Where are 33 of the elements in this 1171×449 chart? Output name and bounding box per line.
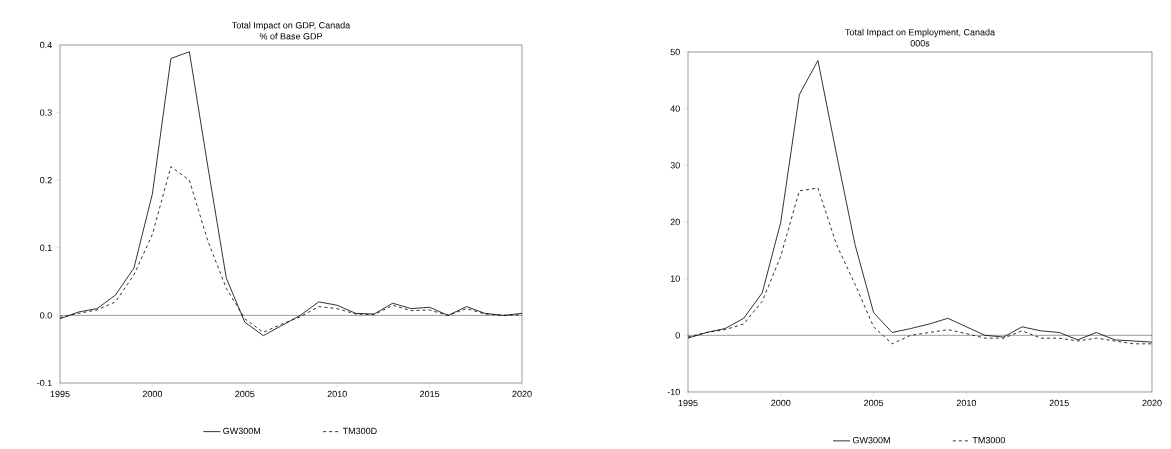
x-tick-label: 2000: [142, 390, 163, 398]
x-tick-label: 2010: [327, 390, 347, 398]
y-tick-label: 0.2: [40, 177, 52, 184]
x-tick-label: 2015: [420, 390, 440, 398]
y-tick-label: 0.3: [40, 109, 52, 116]
legend-label: TM300D: [342, 427, 377, 435]
y-tick-label: -0.1: [37, 379, 52, 387]
y-tick-label: 10: [670, 275, 680, 282]
x-tick-label: 2010: [956, 399, 977, 407]
y-tick-label: 20: [670, 218, 680, 226]
x-tick-label: 2005: [235, 390, 255, 398]
y-tick-label: 50: [670, 48, 680, 56]
x-tick-label: 2020: [1142, 399, 1162, 407]
y-tick-label: 0: [675, 332, 680, 339]
x-tick-label: 2000: [771, 399, 791, 407]
legend-label: GW300M: [223, 427, 261, 435]
y-tick-label: 30: [670, 162, 680, 169]
chart-subtitle: 000s: [910, 40, 930, 47]
legend-label: GW300M: [852, 436, 890, 444]
y-tick-label: 40: [670, 105, 680, 112]
y-tick-label: 0.0: [40, 312, 52, 319]
y-tick-label: 0.1: [40, 244, 52, 251]
chart-title: Total Impact on Employment, Canada: [845, 28, 996, 38]
x-tick-label: 1995: [678, 399, 698, 407]
y-tick-label: -10: [667, 388, 680, 396]
y-tick-label: 0.4: [40, 41, 52, 49]
legend-label: TM3000: [972, 436, 1006, 444]
x-tick-label: 2020: [512, 390, 532, 398]
x-tick-label: 2005: [864, 399, 884, 407]
x-tick-label: 1995: [50, 390, 70, 398]
chart-subtitle: % of Base GDP: [259, 32, 323, 40]
x-tick-label: 2015: [1049, 399, 1069, 407]
chart-title: Total Impact on GDP, Canada: [232, 21, 351, 31]
